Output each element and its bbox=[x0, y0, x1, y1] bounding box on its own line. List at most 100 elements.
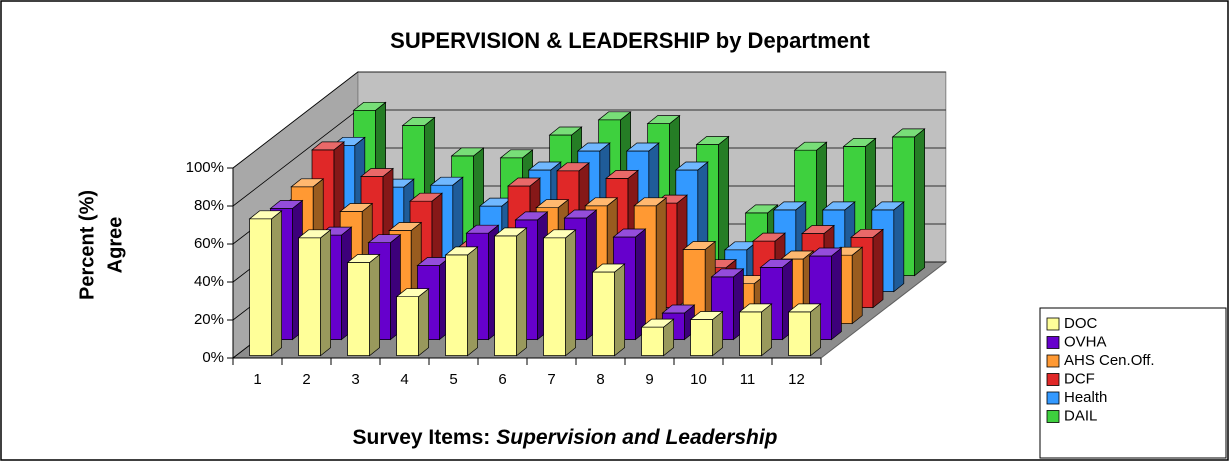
bar-top bbox=[401, 117, 436, 126]
bar-side bbox=[635, 228, 646, 341]
bar-top bbox=[850, 228, 885, 238]
bar-side bbox=[271, 210, 282, 357]
bar-top bbox=[444, 246, 479, 256]
y-tick-label: 60% bbox=[194, 235, 224, 252]
bar-top bbox=[821, 201, 856, 211]
bar-side bbox=[851, 246, 863, 325]
bar-top bbox=[682, 241, 717, 250]
bar-front bbox=[592, 271, 615, 356]
bar-side bbox=[614, 263, 625, 357]
bar-top bbox=[499, 149, 534, 159]
bar-front bbox=[494, 235, 517, 356]
bar-top bbox=[576, 142, 611, 152]
bar-top bbox=[542, 229, 577, 239]
x-tick-label: 4 bbox=[400, 371, 408, 388]
bar-side bbox=[761, 303, 772, 357]
legend-swatch bbox=[1046, 336, 1060, 349]
bar-front bbox=[788, 311, 811, 356]
x-tick-label: 7 bbox=[547, 371, 555, 388]
x-tick-label: 2 bbox=[302, 371, 310, 388]
bar-top bbox=[248, 210, 283, 220]
bar-front bbox=[298, 237, 321, 356]
bar-side bbox=[831, 247, 842, 341]
legend-swatch bbox=[1046, 391, 1060, 405]
x-tick-label: 8 bbox=[596, 371, 604, 388]
bar bbox=[395, 287, 430, 357]
bar bbox=[787, 303, 822, 357]
bar bbox=[640, 318, 675, 357]
x-tick-label: 11 bbox=[740, 371, 756, 388]
bar-top bbox=[597, 111, 632, 121]
bar-top bbox=[633, 197, 668, 207]
bar-side bbox=[516, 227, 527, 357]
bar-top bbox=[548, 126, 583, 136]
bar-top bbox=[269, 200, 304, 209]
bar-top bbox=[612, 228, 647, 238]
y-tick-label: 0% bbox=[202, 349, 224, 366]
bar-side bbox=[810, 303, 821, 357]
y-tick-label: 80% bbox=[194, 197, 224, 214]
bar-top bbox=[689, 311, 724, 320]
bar-top bbox=[527, 161, 562, 171]
bar-top bbox=[556, 162, 591, 172]
x-axis-title: Survey Items: Supervision and Leadership bbox=[353, 426, 778, 449]
bar bbox=[493, 227, 528, 357]
bar-front bbox=[396, 296, 419, 356]
bar-top bbox=[759, 259, 794, 268]
y-tick-label: 20% bbox=[194, 311, 224, 328]
bar-front bbox=[739, 311, 762, 356]
legend-swatch bbox=[1046, 354, 1060, 368]
bar-front bbox=[543, 237, 566, 356]
legend-swatch bbox=[1046, 317, 1060, 331]
x-tick-label: 12 bbox=[788, 371, 805, 388]
x-tick-label: 9 bbox=[645, 371, 653, 388]
bar-top bbox=[395, 288, 430, 298]
bar-top bbox=[625, 142, 660, 152]
bar-top bbox=[429, 176, 464, 186]
bar-top bbox=[535, 199, 570, 209]
bar-top bbox=[563, 209, 598, 219]
bar-side bbox=[893, 201, 905, 293]
bar-top bbox=[297, 229, 332, 239]
x-tick-label: 10 bbox=[690, 371, 707, 388]
bar-side bbox=[369, 253, 380, 357]
bar-top bbox=[409, 192, 444, 202]
bar-top bbox=[493, 227, 528, 237]
axes: 0%20%40%60%80%100%1 2 3 4 5 6 7 8 9 10 11 12 bbox=[186, 159, 822, 388]
legend-label: DAIL bbox=[1064, 407, 1097, 424]
bar bbox=[444, 246, 479, 357]
legend-label: Health bbox=[1064, 389, 1107, 406]
y-tick-label: 40% bbox=[194, 273, 224, 290]
x-axis-title-part: Survey Items: bbox=[353, 426, 491, 449]
bar-top bbox=[605, 170, 640, 179]
bar-top bbox=[465, 224, 500, 234]
y-axis-title: Percent (%) Agree bbox=[76, 190, 126, 300]
bar-top bbox=[290, 178, 325, 188]
bar-top bbox=[311, 141, 346, 151]
bar-top bbox=[870, 201, 905, 211]
legend-label: DOC bbox=[1064, 315, 1098, 332]
x-tick-label: 5 bbox=[449, 371, 457, 388]
bar-top bbox=[780, 250, 815, 260]
y-tick-label: 100% bbox=[186, 159, 224, 176]
bar-top bbox=[787, 303, 822, 313]
x-tick-label: 6 bbox=[498, 371, 506, 388]
bar-front bbox=[249, 218, 272, 356]
legend-box bbox=[1039, 307, 1227, 459]
bar-side bbox=[418, 287, 429, 357]
bar-top bbox=[808, 247, 843, 257]
bar-top bbox=[710, 268, 745, 278]
bar-top bbox=[646, 115, 681, 124]
bar-top bbox=[591, 263, 626, 273]
y-axis-title-line: Percent (%) bbox=[76, 190, 98, 300]
chart-title: SUPERVISION & LEADERSHIP by Department bbox=[390, 28, 870, 53]
bar bbox=[591, 263, 626, 357]
bar-side bbox=[914, 128, 925, 277]
bar-side bbox=[320, 229, 331, 357]
bar-top bbox=[674, 161, 709, 171]
grid-line bbox=[232, 71, 946, 169]
bar-top bbox=[801, 225, 836, 234]
x-tick-label: 1 bbox=[253, 371, 261, 388]
